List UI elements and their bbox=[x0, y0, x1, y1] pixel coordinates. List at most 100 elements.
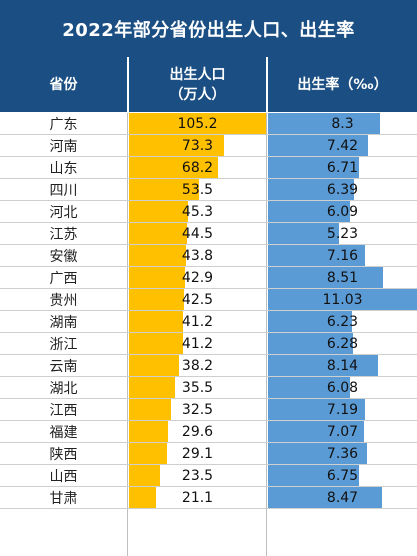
table-title: 2022年部分省份出生人口、出生率 bbox=[0, 0, 417, 57]
births-value: 42.5 bbox=[181, 291, 214, 308]
header-births-line2: （万人） bbox=[169, 86, 226, 103]
rate-bar bbox=[268, 421, 364, 442]
rate-value: 6.08 bbox=[326, 379, 359, 396]
births-cell: 38.2 bbox=[129, 355, 266, 376]
rate-value: 7.36 bbox=[326, 445, 359, 462]
rate-value: 5.23 bbox=[326, 225, 359, 242]
table-row: 广东 105.2 8.3 bbox=[0, 113, 417, 135]
births-cell: 68.2 bbox=[129, 157, 266, 178]
births-bar bbox=[129, 245, 187, 266]
births-bar bbox=[129, 157, 218, 178]
rate-value: 6.75 bbox=[326, 467, 359, 484]
rate-cell: 8.51 bbox=[268, 267, 417, 288]
births-cell: 41.2 bbox=[129, 333, 266, 354]
column-divider bbox=[127, 113, 128, 556]
rate-cell: 7.16 bbox=[268, 245, 417, 266]
births-cell: 73.3 bbox=[129, 135, 266, 156]
header-rate: 出生率（‰） bbox=[268, 57, 417, 112]
rate-bar bbox=[268, 311, 353, 332]
rate-value: 7.16 bbox=[326, 247, 359, 264]
births-value: 68.2 bbox=[181, 159, 214, 176]
births-bar bbox=[129, 355, 179, 376]
table-row: 福建 29.6 7.07 bbox=[0, 421, 417, 443]
births-cell: 44.5 bbox=[129, 223, 266, 244]
province-cell: 湖南 bbox=[49, 314, 78, 331]
rate-bar bbox=[268, 223, 339, 244]
rate-cell: 6.09 bbox=[268, 201, 417, 222]
births-value: 44.5 bbox=[181, 225, 214, 242]
rate-value: 7.42 bbox=[326, 137, 359, 154]
births-cell: 23.5 bbox=[129, 465, 266, 486]
births-value: 38.2 bbox=[181, 357, 214, 374]
births-bar bbox=[129, 421, 168, 442]
births-bar bbox=[129, 267, 185, 288]
births-bar bbox=[129, 399, 172, 420]
rate-value: 6.23 bbox=[326, 313, 359, 330]
province-cell: 江西 bbox=[49, 402, 78, 419]
table-row: 山东 68.2 6.71 bbox=[0, 157, 417, 179]
rate-bar bbox=[268, 289, 417, 310]
rate-bar bbox=[268, 377, 351, 398]
rate-cell: 8.47 bbox=[268, 487, 417, 508]
province-cell: 河南 bbox=[49, 138, 78, 155]
table-row: 云南 38.2 8.14 bbox=[0, 355, 417, 377]
rate-cell: 7.19 bbox=[268, 399, 417, 420]
births-bar bbox=[129, 377, 176, 398]
rate-value: 6.71 bbox=[326, 159, 359, 176]
rate-value: 8.14 bbox=[326, 357, 359, 374]
births-value: 29.6 bbox=[181, 423, 214, 440]
births-value: 43.8 bbox=[181, 247, 214, 264]
births-cell: 32.5 bbox=[129, 399, 266, 420]
rate-cell: 8.14 bbox=[268, 355, 417, 376]
births-bar bbox=[129, 311, 183, 332]
births-value: 45.3 bbox=[181, 203, 214, 220]
births-bar bbox=[129, 179, 199, 200]
column-divider bbox=[266, 113, 267, 556]
header-births-line1: 出生人口 bbox=[169, 66, 226, 83]
rate-bar bbox=[268, 443, 368, 464]
province-cell: 浙江 bbox=[49, 336, 78, 353]
province-cell: 湖北 bbox=[49, 380, 78, 397]
births-value: 41.2 bbox=[181, 313, 214, 330]
header-province: 省份 bbox=[0, 57, 127, 112]
births-cell: 105.2 bbox=[129, 113, 266, 134]
table-row: 四川 53.5 6.39 bbox=[0, 179, 417, 201]
births-value: 32.5 bbox=[181, 401, 214, 418]
births-value: 41.2 bbox=[181, 335, 214, 352]
header-row: 省份 出生人口 （万人） 出生率（‰） bbox=[0, 57, 417, 112]
births-value: 53.5 bbox=[181, 181, 214, 198]
province-cell: 贵州 bbox=[49, 292, 78, 309]
births-value: 73.3 bbox=[181, 137, 214, 154]
births-cell: 45.3 bbox=[129, 201, 266, 222]
table-row: 湖北 35.5 6.08 bbox=[0, 377, 417, 399]
table-row: 贵州 42.5 11.03 bbox=[0, 289, 417, 311]
rate-bar bbox=[268, 333, 353, 354]
table-row: 河南 73.3 7.42 bbox=[0, 135, 417, 157]
births-cell: 42.5 bbox=[129, 289, 266, 310]
births-bar bbox=[129, 223, 187, 244]
rate-bar bbox=[268, 135, 369, 156]
province-cell: 甘肃 bbox=[49, 490, 78, 507]
header-births: 出生人口 （万人） bbox=[129, 57, 266, 112]
table-row: 江西 32.5 7.19 bbox=[0, 399, 417, 421]
births-value: 35.5 bbox=[181, 379, 214, 396]
province-cell: 广西 bbox=[49, 270, 78, 287]
rate-cell: 7.07 bbox=[268, 421, 417, 442]
table-row: 山西 23.5 6.75 bbox=[0, 465, 417, 487]
births-bar bbox=[129, 443, 167, 464]
births-cell: 29.6 bbox=[129, 421, 266, 442]
rate-value: 8.51 bbox=[326, 269, 359, 286]
births-bar bbox=[129, 487, 157, 508]
table-row: 陕西 29.1 7.36 bbox=[0, 443, 417, 465]
province-cell: 安徽 bbox=[49, 248, 78, 265]
births-bar bbox=[129, 113, 266, 134]
rate-cell: 6.28 bbox=[268, 333, 417, 354]
rate-value: 6.09 bbox=[326, 203, 359, 220]
births-cell: 29.1 bbox=[129, 443, 266, 464]
rate-cell: 6.39 bbox=[268, 179, 417, 200]
births-bar bbox=[129, 135, 225, 156]
rate-cell: 7.42 bbox=[268, 135, 417, 156]
table-row: 湖南 41.2 6.23 bbox=[0, 311, 417, 333]
births-cell: 42.9 bbox=[129, 267, 266, 288]
